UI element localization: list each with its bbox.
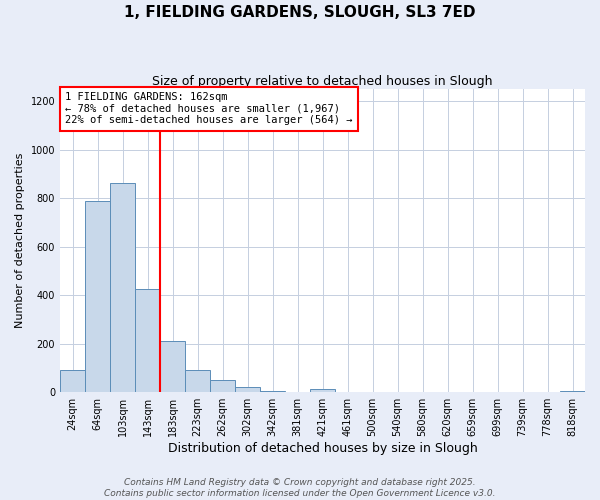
Bar	[85, 200, 110, 392]
Text: 1, FIELDING GARDENS, SLOUGH, SL3 7ED: 1, FIELDING GARDENS, SLOUGH, SL3 7ED	[124, 5, 476, 20]
Bar	[310, 388, 335, 392]
Text: 1 FIELDING GARDENS: 162sqm
← 78% of detached houses are smaller (1,967)
22% of s: 1 FIELDING GARDENS: 162sqm ← 78% of deta…	[65, 92, 353, 126]
Y-axis label: Number of detached properties: Number of detached properties	[15, 153, 25, 328]
Bar	[160, 342, 185, 392]
Bar	[110, 182, 135, 392]
Bar	[560, 391, 585, 392]
Bar	[185, 370, 210, 392]
Title: Size of property relative to detached houses in Slough: Size of property relative to detached ho…	[152, 75, 493, 88]
Bar	[60, 370, 85, 392]
X-axis label: Distribution of detached houses by size in Slough: Distribution of detached houses by size …	[167, 442, 478, 455]
Bar	[235, 388, 260, 392]
Bar	[260, 391, 285, 392]
Text: Contains HM Land Registry data © Crown copyright and database right 2025.
Contai: Contains HM Land Registry data © Crown c…	[104, 478, 496, 498]
Bar	[135, 289, 160, 392]
Bar	[210, 380, 235, 392]
